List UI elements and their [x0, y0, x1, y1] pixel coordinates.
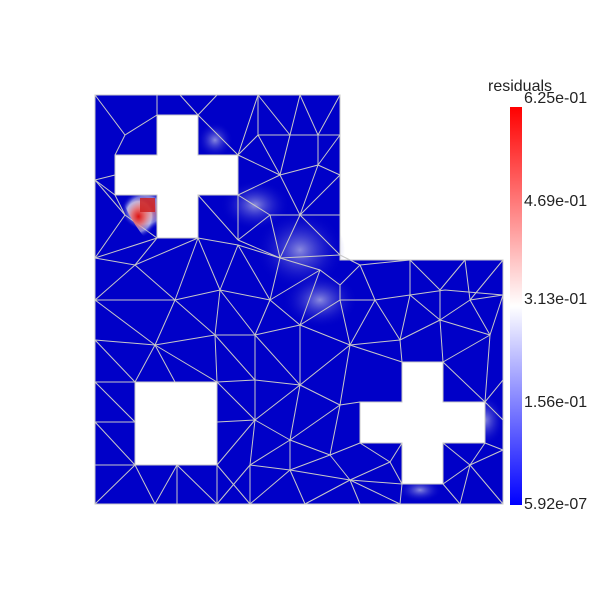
- colorbar: [510, 107, 522, 505]
- colorbar-tick-max: 6.25e-01: [524, 90, 588, 107]
- domain-outline: [94, 94, 504, 505]
- mesh-edges: [94, 94, 504, 505]
- hotspot: [120, 195, 157, 238]
- colorbar-title: residuals: [488, 78, 553, 95]
- square-hole-bottom-left: [134, 381, 218, 466]
- colorbar-tick-mid: 3.13e-01: [524, 291, 588, 308]
- cross-hole-top-left: [114, 114, 239, 239]
- mesh-holes: [114, 114, 486, 485]
- cross-hole-bottom-right: [359, 361, 486, 485]
- colorbar-tick-min: 5.92e-07: [524, 496, 588, 513]
- colorbar-tick-2: 4.69e-01: [524, 193, 588, 210]
- colorbar-tick-4: 1.56e-01: [524, 394, 588, 411]
